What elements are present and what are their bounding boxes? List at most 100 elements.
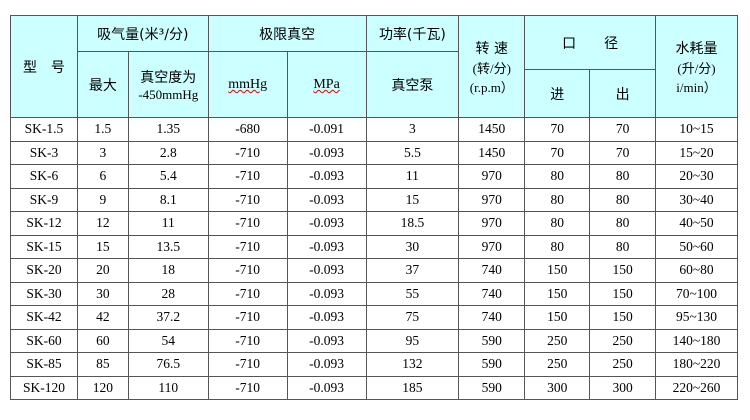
cell-flow-max: 15 xyxy=(76,234,129,259)
table-row: SK-85 85 76.5 -710 -0.093 132 590 250 250 180~220 xyxy=(10,352,738,377)
table-row: SK-20 20 18 -710 -0.093 37 740 150 150 60~80 xyxy=(10,258,738,283)
cell-power: 132 xyxy=(365,352,460,377)
cell-water: 180~220 xyxy=(655,352,738,377)
cell-vacuum-mmhg: -710 xyxy=(207,305,288,330)
cell-vacuum-mpa: -0.093 xyxy=(286,328,367,353)
cell-speed: 590 xyxy=(458,328,526,353)
cell-inlet: 300 xyxy=(524,375,591,400)
table-row: SK-3 3 2.8 -710 -0.093 5.5 1450 70 70 15~20 xyxy=(10,140,738,165)
header-inlet: 进 xyxy=(524,69,591,118)
header-port: 口 径 xyxy=(524,15,656,70)
cell-outlet: 70 xyxy=(589,140,656,165)
cell-flow-max: 30 xyxy=(76,281,129,306)
cell-vacuum-mpa: -0.093 xyxy=(286,281,367,306)
cell-vacuum-mmhg: -710 xyxy=(207,140,288,165)
cell-outlet: 150 xyxy=(589,281,656,306)
pump-spec-table: 型 号 吸气量(米³/分) 极限真空 功率(千瓦) 转 速 (转/分) (r.p.m… xyxy=(10,15,738,400)
cell-vacuum-mmhg: -710 xyxy=(207,375,288,400)
table-row: SK-15 15 13.5 -710 -0.093 30 970 80 80 50~60 xyxy=(10,234,738,259)
cell-outlet: 80 xyxy=(589,234,656,259)
header-pump: 真空泵 xyxy=(365,51,460,118)
cell-water: 70~100 xyxy=(655,281,738,306)
header-outlet: 出 xyxy=(589,69,656,118)
cell-water: 30~40 xyxy=(655,187,738,212)
cell-flow-450: 2.8 xyxy=(127,140,209,165)
cell-inlet: 250 xyxy=(524,352,591,377)
cell-water: 220~260 xyxy=(655,375,738,400)
cell-vacuum-mpa: -0.093 xyxy=(286,305,367,330)
cell-water: 15~20 xyxy=(655,140,738,165)
cell-speed: 970 xyxy=(458,234,526,259)
header-model: 型 号 xyxy=(10,15,78,118)
cell-flow-450: 8.1 xyxy=(127,187,209,212)
cell-vacuum-mpa: -0.093 xyxy=(286,352,367,377)
cell-speed: 1450 xyxy=(458,117,526,142)
header-flow-max: 最大 xyxy=(76,51,129,118)
cell-speed: 740 xyxy=(458,305,526,330)
cell-model: SK-120 xyxy=(10,375,78,400)
cell-speed: 590 xyxy=(458,352,526,377)
cell-speed: 970 xyxy=(458,164,526,189)
cell-flow-max: 42 xyxy=(76,305,129,330)
cell-vacuum-mpa: -0.093 xyxy=(286,211,367,236)
cell-vacuum-mpa: -0.093 xyxy=(286,375,367,400)
cell-vacuum-mpa: -0.093 xyxy=(286,258,367,283)
cell-flow-450: 37.2 xyxy=(127,305,209,330)
header-mmhg: mmHg xyxy=(207,51,288,118)
cell-flow-max: 3 xyxy=(76,140,129,165)
cell-model: SK-3 xyxy=(10,140,78,165)
cell-flow-450: 28 xyxy=(127,281,209,306)
header-speed: 转 速 (转/分) (r.p.m） xyxy=(458,15,526,118)
cell-inlet: 70 xyxy=(524,140,591,165)
cell-flow-450: 18 xyxy=(127,258,209,283)
cell-speed: 740 xyxy=(458,281,526,306)
cell-flow-450: 5.4 xyxy=(127,164,209,189)
table-row: SK-42 42 37.2 -710 -0.093 75 740 150 150 95~130 xyxy=(10,305,738,330)
cell-model: SK-42 xyxy=(10,305,78,330)
cell-power: 30 xyxy=(365,234,460,259)
cell-outlet: 80 xyxy=(589,187,656,212)
cell-water: 140~180 xyxy=(655,328,738,353)
cell-speed: 740 xyxy=(458,258,526,283)
cell-vacuum-mmhg: -710 xyxy=(207,234,288,259)
table-row: SK-1.5 1.5 1.35 -680 -0.091 3 1450 70 70 10~15 xyxy=(10,117,738,142)
header-vacuum: 极限真空 xyxy=(207,15,367,52)
cell-flow-450: 1.35 xyxy=(127,117,209,142)
cell-vacuum-mmhg: -710 xyxy=(207,164,288,189)
cell-outlet: 300 xyxy=(589,375,656,400)
cell-vacuum-mpa: -0.091 xyxy=(286,117,367,142)
cell-model: SK-30 xyxy=(10,281,78,306)
table-row: SK-30 30 28 -710 -0.093 55 740 150 150 70~100 xyxy=(10,281,738,306)
header-mpa: MPa xyxy=(286,51,367,118)
header-flow: 吸气量(米³/分) xyxy=(76,15,209,52)
cell-power: 95 xyxy=(365,328,460,353)
cell-inlet: 80 xyxy=(524,234,591,259)
cell-vacuum-mmhg: -710 xyxy=(207,258,288,283)
cell-flow-max: 60 xyxy=(76,328,129,353)
cell-outlet: 70 xyxy=(589,117,656,142)
cell-flow-max: 20 xyxy=(76,258,129,283)
cell-flow-450: 13.5 xyxy=(127,234,209,259)
cell-flow-450: 110 xyxy=(127,375,209,400)
cell-model: SK-60 xyxy=(10,328,78,353)
cell-vacuum-mpa: -0.093 xyxy=(286,234,367,259)
cell-water: 50~60 xyxy=(655,234,738,259)
cell-flow-450: 11 xyxy=(127,211,209,236)
cell-vacuum-mpa: -0.093 xyxy=(286,164,367,189)
cell-speed: 1450 xyxy=(458,140,526,165)
cell-outlet: 250 xyxy=(589,328,656,353)
cell-flow-450: 54 xyxy=(127,328,209,353)
cell-outlet: 150 xyxy=(589,258,656,283)
cell-power: 5.5 xyxy=(365,140,460,165)
cell-vacuum-mmhg: -710 xyxy=(207,328,288,353)
cell-flow-max: 6 xyxy=(76,164,129,189)
cell-power: 185 xyxy=(365,375,460,400)
cell-water: 60~80 xyxy=(655,258,738,283)
cell-vacuum-mpa: -0.093 xyxy=(286,140,367,165)
cell-flow-max: 9 xyxy=(76,187,129,212)
cell-vacuum-mmhg: -710 xyxy=(207,187,288,212)
cell-power: 11 xyxy=(365,164,460,189)
cell-flow-450: 76.5 xyxy=(127,352,209,377)
cell-outlet: 80 xyxy=(589,164,656,189)
cell-power: 3 xyxy=(365,117,460,142)
